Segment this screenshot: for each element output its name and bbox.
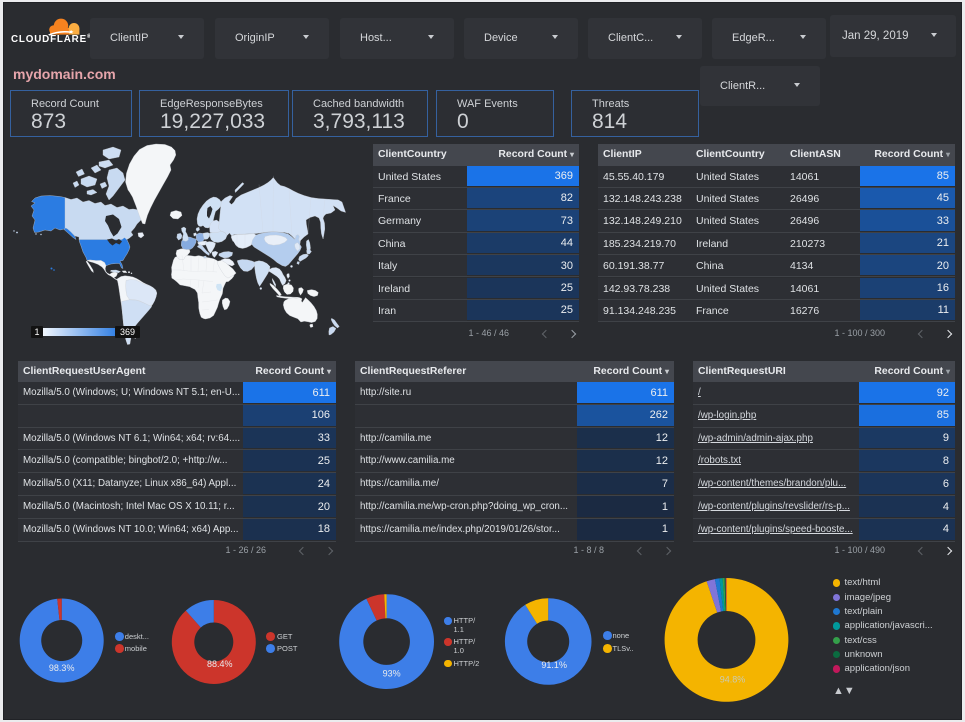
svg-text:1: 1 — [34, 327, 39, 337]
svg-text:94.8%: 94.8% — [720, 675, 746, 685]
svg-text:369: 369 — [120, 327, 135, 337]
svg-text:93%: 93% — [383, 668, 401, 678]
svg-text:91.1%: 91.1% — [541, 660, 567, 670]
svg-text:88.4%: 88.4% — [207, 659, 233, 669]
svg-text:98.3%: 98.3% — [49, 663, 75, 673]
